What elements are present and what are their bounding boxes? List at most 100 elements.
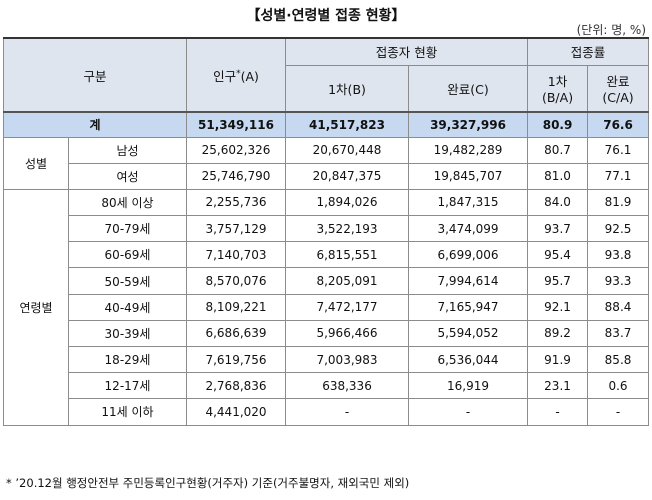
cell: 1,894,026	[285, 188, 410, 217]
unit: (단위: 명, %)	[576, 23, 646, 37]
cell: 남성	[67, 136, 188, 164]
cell: 여성	[67, 162, 188, 190]
cell: 4,441,020	[186, 398, 287, 426]
header-text: 1차	[547, 74, 568, 90]
cell: 93.3	[587, 267, 650, 295]
cell: 92.1	[527, 293, 589, 321]
cell: -	[527, 398, 589, 426]
cell: 76.1	[587, 136, 650, 164]
cell: -	[587, 398, 650, 426]
cell: 89.2	[527, 319, 589, 348]
cell: 연령별	[3, 188, 69, 426]
header-text: (B/A)	[541, 90, 574, 106]
cell: 7,472,177	[285, 293, 410, 321]
header-text: (C/A)	[602, 90, 634, 106]
table-row: 30-39세 6,686,639 5,966,466 5,594,052 89.2 83.…	[4, 319, 650, 348]
cell: 7,994,614	[408, 267, 529, 295]
cell: 25,746,790	[186, 162, 287, 190]
cell: 20,847,375	[285, 162, 410, 190]
cell: 8,109,221	[186, 293, 287, 321]
cell: 91.9	[527, 345, 589, 374]
cell: 84.0	[527, 188, 589, 217]
cell: 25,602,326	[186, 136, 287, 164]
header-cell: 1차(B)	[285, 64, 410, 113]
table-row: 18-29세 7,619,756 7,003,983 6,536,044 91.9 85.…	[4, 345, 650, 374]
table-row: 12-17세 2,768,836 638,336 16,919 23.1 0.6	[4, 372, 650, 400]
table-row: 연령별 80세 이상 2,255,736 1,894,026 1,847,315 84.0…	[3, 188, 650, 426]
cell: 20,670,448	[285, 136, 410, 164]
footnote-mark: *	[236, 68, 241, 79]
cell: 77.1	[587, 162, 650, 190]
cell: 5,966,466	[285, 319, 410, 348]
cell: 12-17세	[67, 372, 188, 400]
table-row: 성별 남성 25,602,326 20,670,448 19,482,289 80.7 76…	[3, 136, 650, 190]
header-cell: 완료 (C/A)	[587, 64, 650, 113]
cell: 7,140,703	[186, 241, 287, 269]
cell: 23.1	[527, 372, 589, 400]
footnote: * ’20.12월 행정안전부 주민등록인구현황(거주자) 기준(거주불명자, …	[6, 476, 410, 490]
cell: 8,205,091	[285, 267, 410, 295]
table-row: 여성 25,746,790 20,847,375 19,845,707 81.0 77.1	[4, 162, 650, 190]
cell: 70-79세	[67, 215, 188, 243]
title: 【성별·연령별 접종 현황】	[246, 8, 406, 24]
cell: 7,619,756	[186, 345, 287, 374]
header-cell: 1차 (B/A)	[527, 64, 589, 113]
cell: 18-29세	[67, 345, 188, 374]
cell: 계	[2, 111, 188, 138]
cell: 6,686,639	[186, 319, 287, 348]
table-row: 계 51,349,116 41,517,823 39,327,996 80.9 76.6	[2, 111, 650, 138]
cell: 11세 이하	[67, 398, 188, 426]
header-cell: 접종자 현황	[285, 37, 529, 66]
cell: 40-49세	[67, 293, 188, 321]
cell: 81.0	[527, 162, 589, 190]
table-row: 70-79세 3,757,129 3,522,193 3,474,099 93.7 92.…	[4, 215, 650, 243]
cell: 3,474,099	[408, 215, 529, 243]
cell: 92.5	[587, 215, 650, 243]
table-row: 40-49세 8,109,221 7,472,177 7,165,947 92.1 88.…	[4, 293, 650, 321]
cell: 83.7	[587, 319, 650, 348]
cell: -	[285, 398, 410, 426]
cell: 19,845,707	[408, 162, 529, 190]
cell: 0.6	[587, 372, 650, 400]
header-text: (A)	[240, 68, 259, 84]
cell: 2,768,836	[186, 372, 287, 400]
header-cell: 접종률	[527, 37, 650, 66]
header-text: 인구	[213, 68, 237, 84]
cell: 6,536,044	[408, 345, 529, 374]
table-row: 11세 이하 4,441,020- - - -	[4, 398, 650, 426]
cell: 93.7	[527, 215, 589, 243]
cell: 88.4	[587, 293, 650, 321]
cell: 81.9	[587, 188, 650, 217]
cell: 19,482,289	[408, 136, 529, 164]
cell: 95.4	[527, 241, 589, 269]
cell: 6,699,006	[408, 241, 529, 269]
table-row: 50-59세 8,570,076 8,205,091 7,994,614 95.7 93.…	[4, 267, 650, 295]
cell: 638,336	[285, 372, 410, 400]
cell: 76.6	[587, 111, 650, 138]
cell: 8,570,076	[186, 267, 287, 295]
table-row: 60-69세 7,140,703 6,815,551 6,699,006 95.4 93.…	[4, 241, 650, 269]
cell: 30-39세	[67, 319, 188, 348]
cell: 6,815,551	[285, 241, 410, 269]
cell: 80.9	[527, 111, 589, 138]
cell: 1,847,315	[408, 188, 529, 217]
cell: 성별	[3, 136, 69, 190]
cell: 2,255,736	[186, 188, 287, 217]
cell: 3,522,193	[285, 215, 410, 243]
cell: 80세 이상	[67, 188, 188, 217]
cell: 85.8	[587, 345, 650, 374]
cell: 60-69세	[67, 241, 188, 269]
cell: 3,757,129	[186, 215, 287, 243]
header-cell: 인구*(A)	[186, 37, 287, 113]
header-cell: 구분	[2, 37, 188, 113]
cell: 93.8	[587, 241, 650, 269]
cell: 7,165,947	[408, 293, 529, 321]
cell: 51,349,116	[186, 111, 287, 138]
cell: 39,327,996	[408, 111, 529, 138]
header-text: 완료	[606, 74, 630, 90]
cell: 80.7	[527, 136, 589, 164]
cell: 16,919	[408, 372, 529, 400]
cell: 5,594,052	[408, 319, 529, 348]
cell: -	[408, 398, 529, 426]
